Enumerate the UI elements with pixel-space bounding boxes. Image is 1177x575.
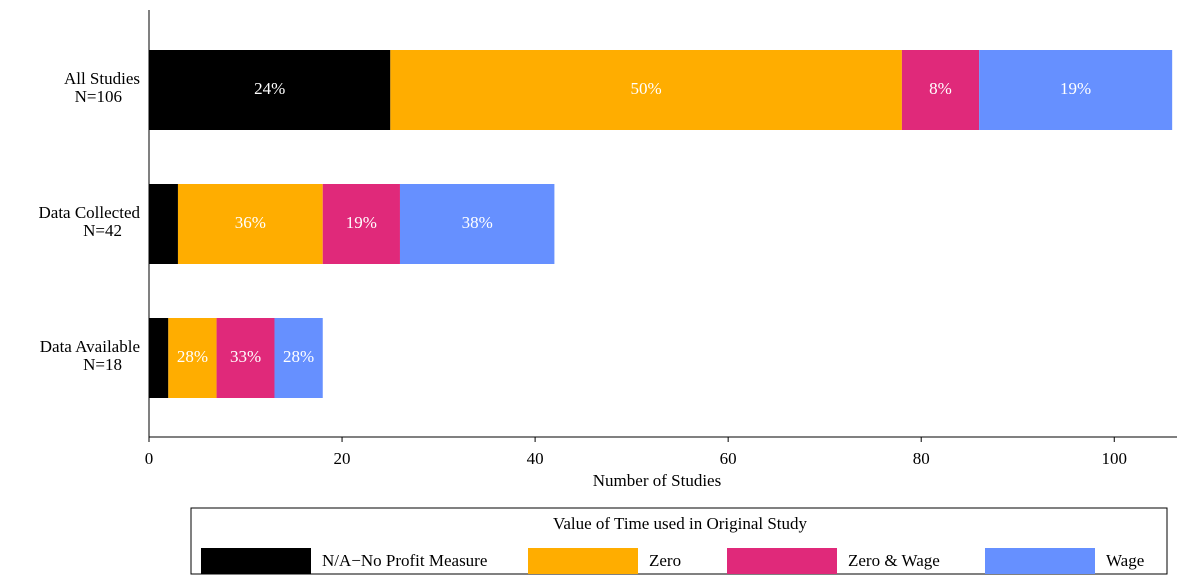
category-label: All Studies xyxy=(64,69,140,88)
legend-label: Zero xyxy=(649,551,681,570)
bar-segment xyxy=(901,50,980,130)
share-label: 24% xyxy=(254,79,285,98)
legend-swatch xyxy=(727,548,837,574)
share-label: 28% xyxy=(283,347,314,366)
category-label: Data Collected xyxy=(39,203,141,222)
category-note: N=18 xyxy=(83,355,122,374)
bar-segment xyxy=(177,184,323,264)
share-label: 36% xyxy=(235,213,266,232)
x-axis-label: Number of Studies xyxy=(593,471,721,490)
legend-label: Wage xyxy=(1106,551,1144,570)
legend-label: N/A−No Profit Measure xyxy=(322,551,487,570)
bar-segment xyxy=(322,184,400,264)
share-label: 19% xyxy=(346,213,377,232)
legend-label: Zero & Wage xyxy=(848,551,940,570)
bar-segment xyxy=(149,50,391,130)
share-label: 38% xyxy=(462,213,493,232)
bar-segment xyxy=(149,318,169,398)
category-note: N=42 xyxy=(83,221,122,240)
bar-segment xyxy=(274,318,323,398)
category-label: Data Available xyxy=(40,337,140,356)
bar-segment xyxy=(168,318,217,398)
bar-segment xyxy=(390,50,902,130)
share-label: 19% xyxy=(1060,79,1091,98)
share-label: 28% xyxy=(177,347,208,366)
legend-title: Value of Time used in Original Study xyxy=(553,514,808,533)
share-label: 33% xyxy=(230,347,261,366)
x-tick-label: 0 xyxy=(145,449,154,468)
share-label: 50% xyxy=(631,79,662,98)
legend-swatch xyxy=(201,548,311,574)
x-tick-label: 20 xyxy=(334,449,351,468)
legend-swatch xyxy=(528,548,638,574)
share-label: 8% xyxy=(929,79,952,98)
x-tick-label: 60 xyxy=(720,449,737,468)
bar-segment xyxy=(216,318,275,398)
x-tick-label: 80 xyxy=(913,449,930,468)
bar-segment xyxy=(149,184,178,264)
x-tick-label: 100 xyxy=(1102,449,1128,468)
bar-segment xyxy=(399,184,555,264)
x-tick-label: 40 xyxy=(527,449,544,468)
category-note: N=106 xyxy=(75,87,122,106)
legend-swatch xyxy=(985,548,1095,574)
bar-segment xyxy=(979,50,1173,130)
